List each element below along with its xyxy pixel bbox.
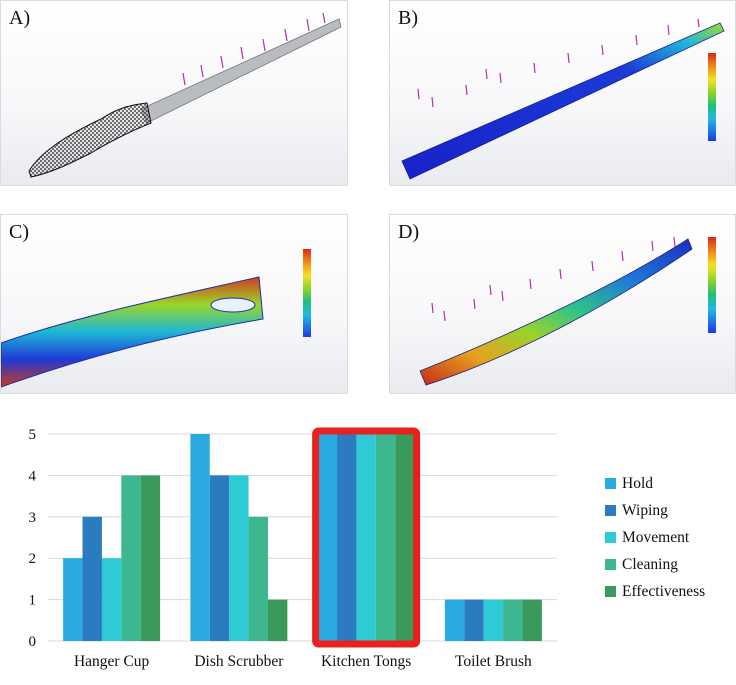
legend-label-effectiveness: Effectiveness — [622, 582, 706, 600]
legend-swatch-movement — [605, 532, 616, 543]
legend-swatch-wiping — [605, 505, 616, 516]
legend-item-hold: Hold — [605, 470, 705, 497]
bar — [267, 599, 288, 641]
legend-swatch-cleaning — [605, 559, 616, 570]
bar — [356, 434, 376, 641]
legend-label-cleaning: Cleaning — [622, 555, 678, 573]
panel-c-model — [1, 276, 264, 388]
panel-d-colorbar — [708, 237, 716, 333]
panel-c: C) — [0, 214, 348, 394]
legend-swatch-hold — [605, 478, 616, 489]
bar — [229, 475, 249, 641]
y-tick-label: 5 — [29, 427, 37, 443]
bar — [63, 558, 83, 641]
legend-swatch-effectiveness — [605, 586, 616, 597]
bar — [209, 475, 230, 641]
legend-label-hold: Hold — [622, 474, 653, 492]
bar — [101, 558, 122, 641]
legend-label-movement: Movement — [622, 528, 690, 546]
tongs-arm — [140, 18, 342, 124]
highlight-box — [312, 427, 421, 648]
bar — [317, 434, 338, 641]
panel-b-colorbar — [708, 53, 716, 141]
panel-b-model — [401, 18, 725, 180]
legend-item-cleaning: Cleaning — [605, 551, 705, 578]
x-tick-label: Dish Scrubber — [194, 653, 284, 670]
bar — [464, 599, 484, 641]
bar — [121, 475, 141, 641]
y-tick-label: 1 — [29, 593, 37, 609]
bar — [190, 434, 210, 641]
panel-b-label: B) — [398, 7, 418, 29]
bar — [395, 434, 415, 641]
legend-item-wiping: Wiping — [605, 497, 705, 524]
bar-chart: 0 1 2 3 4 5 Hanger Cup Dish Scrubber Kitchen Ton… — [29, 427, 557, 670]
legend-item-effectiveness: Effectiveness — [605, 578, 705, 605]
y-tick-label: 3 — [29, 510, 37, 526]
bar — [82, 516, 102, 641]
legend-item-movement: Movement — [605, 524, 705, 551]
panel-a: A) — [0, 0, 348, 186]
panel-a-label: A) — [9, 7, 31, 29]
bar — [483, 599, 504, 641]
panel-d: D) — [389, 214, 736, 394]
y-tick-label: 0 — [29, 634, 37, 650]
x-tick-label: Kitchen Tongs — [321, 653, 411, 670]
bar — [140, 475, 161, 641]
panel-c-colorbar — [303, 249, 311, 337]
chart-legend: Hold Wiping Movement Cleaning Effectiven… — [605, 470, 705, 605]
legend-label-wiping: Wiping — [622, 501, 668, 519]
y-tick-label: 4 — [29, 468, 37, 484]
bar — [522, 599, 542, 641]
y-tick-label: 2 — [29, 551, 37, 567]
bar — [337, 434, 357, 641]
x-tick-label: Hanger Cup — [74, 653, 150, 670]
bar — [375, 434, 396, 641]
load-arrows — [182, 12, 326, 86]
panel-c-label: C) — [9, 221, 29, 243]
panel-b: B) — [389, 0, 736, 186]
panel-a-model — [28, 12, 342, 178]
tongs-head — [28, 102, 152, 178]
bar — [248, 516, 268, 641]
panel-d-label: D) — [398, 221, 420, 243]
x-tick-label: Toilet Brush — [455, 653, 532, 670]
bar — [503, 599, 523, 641]
panel-d-model — [419, 236, 693, 386]
bar — [444, 599, 465, 641]
